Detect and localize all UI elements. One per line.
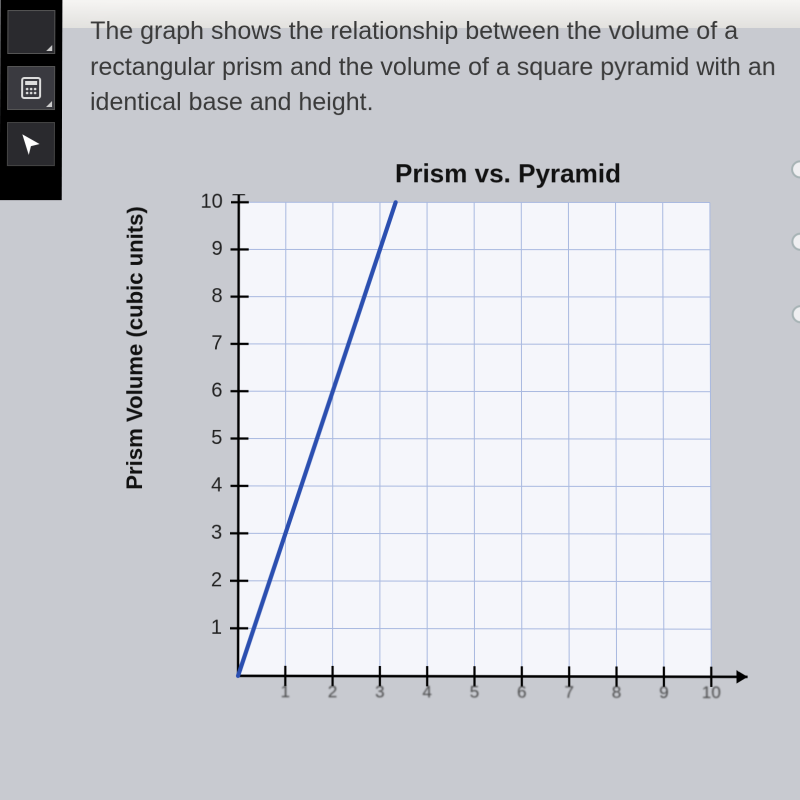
ytick-label: 2	[196, 569, 222, 592]
ytick-label: 9	[197, 238, 223, 261]
xtick-label: 1	[281, 682, 291, 702]
calculator-button[interactable]	[7, 66, 55, 110]
ytick-label: 5	[196, 427, 222, 450]
calculator-icon	[19, 76, 43, 100]
chart-plot: 1234567891012345678910	[230, 194, 766, 730]
answer-radio-2[interactable]	[791, 233, 800, 251]
xtick-label: 7	[564, 683, 574, 703]
ytick-label: 6	[196, 380, 222, 403]
yaxis-label: Prism Volume (cubic units)	[122, 206, 149, 490]
ytick-label: 4	[196, 474, 222, 497]
xtick-label: 4	[422, 682, 432, 702]
ytick-label: 1	[196, 617, 222, 640]
ytick-label: 10	[197, 191, 223, 214]
chart-title: Prism vs. Pyramid	[395, 158, 621, 189]
cursor-icon	[18, 131, 44, 157]
answer-radio-3[interactable]	[792, 305, 800, 323]
cursor-button[interactable]	[7, 122, 55, 166]
xtick-label: 2	[328, 682, 338, 702]
xtick-label: 3	[375, 682, 385, 702]
chart-svg	[230, 194, 766, 725]
xtick-label: 10	[702, 683, 721, 703]
tool-button-blank[interactable]	[7, 10, 55, 54]
question-text: The graph shows the relationship between…	[90, 14, 779, 121]
xtick-label: 6	[517, 682, 527, 702]
left-toolbar	[0, 0, 62, 200]
xtick-label: 5	[470, 682, 480, 702]
question-panel: The graph shows the relationship between…	[62, 0, 800, 28]
ytick-label: 8	[197, 285, 223, 308]
xtick-label: 9	[659, 683, 669, 703]
ytick-label: 3	[196, 522, 222, 545]
xtick-label: 8	[612, 683, 622, 703]
ytick-label: 7	[196, 332, 222, 355]
answer-radio-1[interactable]	[791, 160, 800, 178]
